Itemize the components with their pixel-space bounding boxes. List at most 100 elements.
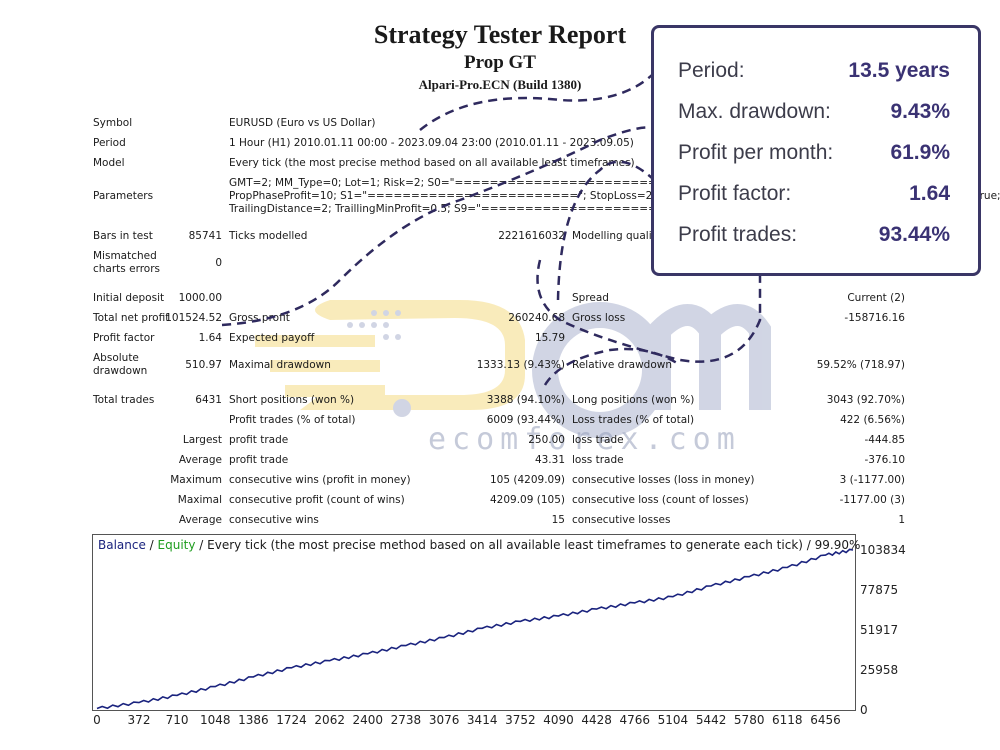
summary-value: 1.64 xyxy=(909,182,950,205)
logo-yellow-shape xyxy=(300,300,525,410)
summary-row-profit-per-month: Profit per month: 61.9% xyxy=(678,141,950,173)
maximal-cons-loss-value: -1177.00 (3) xyxy=(839,494,905,506)
largest-profit-value: 250.00 xyxy=(528,434,565,446)
maximal-label: Maximal xyxy=(177,494,222,506)
chart-legend: Balance / Equity / Every tick (the most … xyxy=(98,538,860,552)
profit-factor-value: 1.64 xyxy=(198,332,222,344)
average-label: Average xyxy=(178,454,222,466)
summary-label: Profit per month: xyxy=(678,141,834,164)
rel-drawdown-value: 59.52% (718.97) xyxy=(816,359,905,371)
x-tick-label: 4428 xyxy=(581,713,612,727)
short-positions-label: Short positions (won %) xyxy=(229,394,355,406)
summary-value: 93.44% xyxy=(878,223,950,246)
abs-drawdown-value: 510.97 xyxy=(185,359,222,371)
summary-label: Profit trades: xyxy=(678,223,798,246)
x-tick-label: 3752 xyxy=(505,713,536,727)
avg-cons-losses-value: 1 xyxy=(898,514,905,526)
legend-separator: / xyxy=(145,538,158,552)
logo-m-shape xyxy=(649,304,771,410)
gross-loss-label: Gross loss xyxy=(572,312,626,324)
spread-value: Current (2) xyxy=(847,292,905,304)
largest-label: Largest xyxy=(182,434,222,446)
max-drawdown-label: Maximal drawdown xyxy=(229,359,331,371)
loss-trades-label: Loss trades (% of total) xyxy=(572,414,695,426)
model-value: Every tick (the most precise method base… xyxy=(229,157,635,169)
x-tick-label: 1386 xyxy=(238,713,269,727)
summary-label: Profit factor: xyxy=(678,182,792,205)
symbol-value: EURUSD (Euro vs US Dollar) xyxy=(229,117,376,129)
model-label: Model xyxy=(93,157,125,169)
series-line-balance xyxy=(96,548,854,710)
summary-card: Period: 13.5 years Max. drawdown: 9.43% … xyxy=(651,25,981,276)
x-tick-label: 710 xyxy=(166,713,189,727)
average2-label: Average xyxy=(178,514,222,526)
y-tick-label: 0 xyxy=(860,703,868,717)
maximal-cons-profit-label: consecutive profit (count of wins) xyxy=(229,494,405,506)
maximum-label: Maximum xyxy=(170,474,222,486)
maximal-cons-profit-value: 4209.09 (105) xyxy=(490,494,565,506)
average-profit-label: profit trade xyxy=(229,454,289,466)
connector-profit-factor xyxy=(556,160,653,301)
y-tick-label: 51917 xyxy=(860,623,898,637)
summary-value: 9.43% xyxy=(890,100,950,123)
average-loss-value: -376.10 xyxy=(864,454,905,466)
bars-label: Bars in test xyxy=(93,230,153,242)
quality-label: Modelling quality xyxy=(572,230,662,242)
logo-o-ring xyxy=(532,302,668,438)
summary-value: 61.9% xyxy=(890,141,950,164)
legend-equity: Equity xyxy=(157,538,196,552)
x-tick-label: 1048 xyxy=(200,713,231,727)
legend-description: / Every tick (the most precise method ba… xyxy=(195,538,861,552)
x-tick-label: 2738 xyxy=(391,713,422,727)
x-tick-label: 5780 xyxy=(734,713,765,727)
mismatch-label-1: Mismatched xyxy=(93,250,157,262)
total-trades-value: 6431 xyxy=(195,394,222,406)
initial-deposit-value: 1000.00 xyxy=(178,292,222,304)
total-trades-label: Total trades xyxy=(93,394,155,406)
symbol-label: Symbol xyxy=(93,117,133,129)
avg-cons-wins-value: 15 xyxy=(551,514,565,526)
abs-drawdown-label-2: drawdown xyxy=(93,365,148,377)
long-positions-value: 3043 (92.70%) xyxy=(826,394,905,406)
summary-row-period: Period: 13.5 years xyxy=(678,59,950,91)
x-tick-label: 3414 xyxy=(467,713,498,727)
x-tick-label: 6118 xyxy=(772,713,803,727)
x-tick-label: 2062 xyxy=(314,713,345,727)
x-tick-label: 1724 xyxy=(276,713,307,727)
report-title: Strategy Tester Report xyxy=(373,20,627,49)
logo-arrow-dot xyxy=(393,399,411,417)
summary-row-max-drawdown: Max. drawdown: 9.43% xyxy=(678,100,950,132)
loss-trades-value: 422 (6.56%) xyxy=(840,414,905,426)
y-tick-label: 25958 xyxy=(860,663,898,677)
summary-row-profit-trades: Profit trades: 93.44% xyxy=(678,223,950,255)
net-profit-label: Total net profit xyxy=(93,312,170,324)
bars-value: 85741 xyxy=(188,230,222,242)
rel-drawdown-label: Relative drawdown xyxy=(572,359,673,371)
logo-yellow-bar-3 xyxy=(285,385,385,397)
x-tick-label: 3076 xyxy=(429,713,460,727)
x-tick-label: 5442 xyxy=(696,713,727,727)
ticks-label: Ticks modelled xyxy=(229,230,308,242)
x-tick-label: 2400 xyxy=(353,713,384,727)
max-drawdown-value: 1333.13 (9.43%) xyxy=(476,359,565,371)
gross-profit-value: 260240.68 xyxy=(508,312,565,324)
legend-balance: Balance xyxy=(98,538,146,552)
profit-trades-label: Profit trades (% of total) xyxy=(229,414,356,426)
summary-row-profit-factor: Profit factor: 1.64 xyxy=(678,182,950,214)
report-subtitle: Prop GT xyxy=(464,52,536,73)
max-cons-wins-value: 105 (4209.09) xyxy=(490,474,565,486)
logo-dots xyxy=(347,310,401,340)
profit-trades-value: 6009 (93.44%) xyxy=(486,414,565,426)
logo-yellow-bar-1 xyxy=(255,335,375,347)
short-positions-value: 3388 (94.10%) xyxy=(486,394,565,406)
x-tick-label: 6456 xyxy=(810,713,841,727)
largest-loss-value: -444.85 xyxy=(864,434,905,446)
ticks-value: 222161603​2 xyxy=(498,230,565,242)
period-value: 1 Hour (H1) 2010.01.11 00:00 - 2023.09.0… xyxy=(229,137,634,149)
x-tick-label: 5104 xyxy=(658,713,689,727)
y-tick-label: 77875 xyxy=(860,583,898,597)
summary-value: 13.5 years xyxy=(848,59,950,82)
connector-period xyxy=(419,74,653,131)
